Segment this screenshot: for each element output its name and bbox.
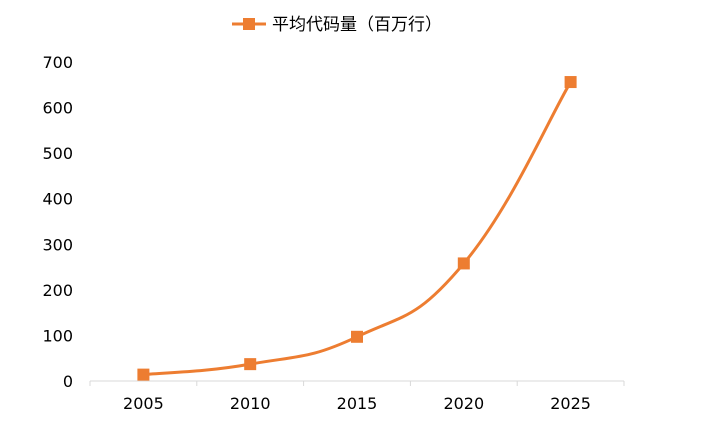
data-point-marker [457,257,470,270]
data-point-marker [137,368,150,381]
x-tick-label: 2015 [337,394,378,413]
y-tick-label: 200 [42,281,73,300]
y-tick-label: 600 [42,99,73,118]
y-tick-label: 700 [42,53,73,72]
y-tick-label: 400 [42,190,73,209]
data-point-marker [244,358,257,371]
x-axis-tick-marks [89,381,625,386]
y-tick-label: 300 [42,235,73,254]
y-tick-label: 500 [42,144,73,163]
x-tick-label: 2025 [550,394,591,413]
x-tick-label: 2010 [230,394,271,413]
y-axis-ticks: 0 100 200 300 400 500 600 700 [42,53,73,391]
x-axis-labels: 2005 2010 2015 2020 2025 [123,394,591,413]
y-tick-label: 100 [42,326,73,345]
series-line [141,80,573,377]
x-tick-label: 2020 [443,394,484,413]
legend: 平均代码量（百万行） [232,15,442,35]
legend-label: 平均代码量（百万行） [272,15,442,35]
x-tick-label: 2005 [123,394,164,413]
data-point-marker [564,76,577,89]
data-point-marker [351,330,363,343]
legend-square-marker [243,18,255,30]
series-markers [137,76,577,381]
x-axis [89,380,625,386]
y-tick-label: 0 [63,372,73,391]
